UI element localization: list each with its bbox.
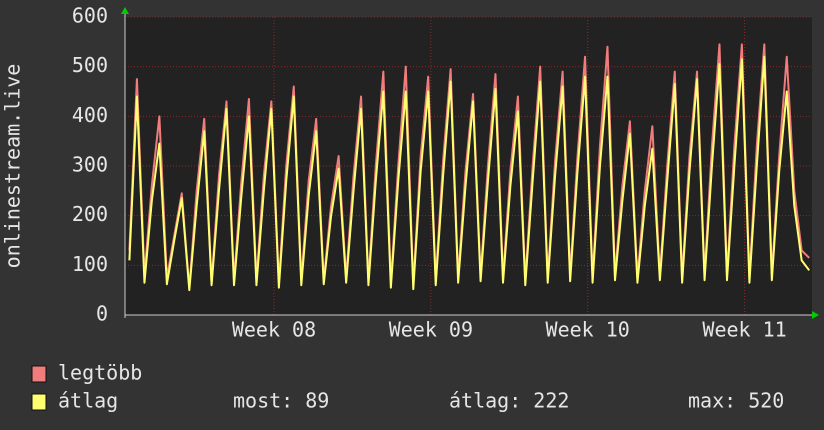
y-axis-arrow [121, 7, 129, 14]
y-tick-label: 200 [72, 202, 108, 226]
y-tick-label: 400 [72, 103, 108, 127]
x-axis-arrow [812, 311, 819, 319]
legend-label: legtöbb [58, 361, 142, 385]
legend-label: átlag [58, 389, 118, 413]
y-tick-label: 100 [72, 252, 108, 276]
y-axis-label: onlinestream.live [1, 64, 25, 269]
stat-current: most: 89 [233, 389, 329, 413]
x-tick-label: Week 10 [546, 318, 630, 342]
y-tick-label: 0 [96, 302, 108, 326]
x-tick-label: Week 08 [232, 318, 316, 342]
series-line [128, 55, 810, 292]
y-tick-label: 500 [72, 53, 108, 77]
y-tick-label: 600 [72, 4, 108, 28]
stat-max: max: 520 [688, 389, 784, 413]
x-tick-label: Week 11 [702, 318, 786, 342]
legend: legtöbb átlag [31, 361, 142, 413]
x-tick-label: Week 09 [389, 318, 473, 342]
legend-swatch [31, 365, 47, 383]
legend-swatch [31, 393, 47, 411]
lines [128, 43, 810, 292]
stat-average: átlag: 222 [449, 389, 569, 413]
y-tick-label: 300 [72, 153, 108, 177]
